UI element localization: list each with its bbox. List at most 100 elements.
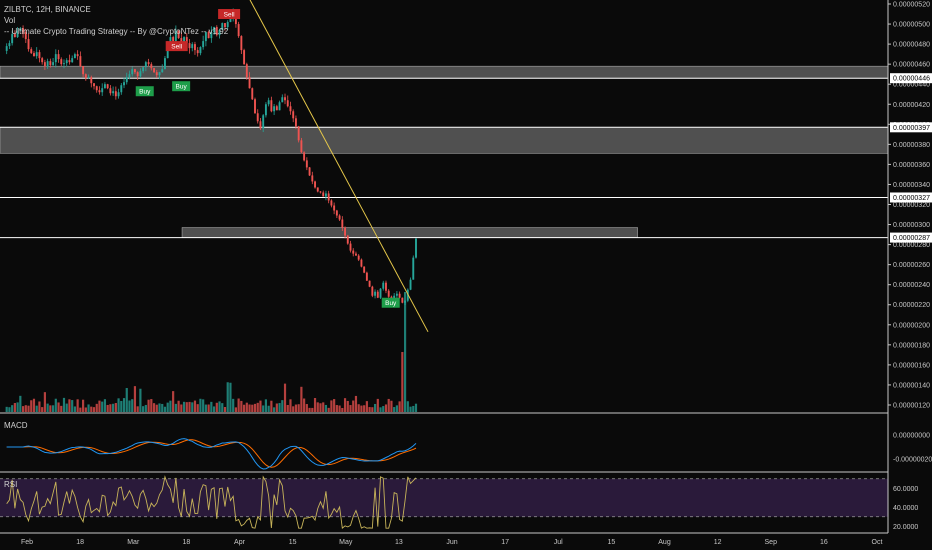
candle-body[interactable] bbox=[57, 54, 60, 60]
candle-body[interactable] bbox=[273, 106, 276, 112]
candle-body[interactable] bbox=[60, 59, 63, 65]
candle-body[interactable] bbox=[371, 286, 374, 296]
time-tick-label[interactable]: Apr bbox=[234, 539, 246, 546]
candle-body[interactable] bbox=[316, 187, 319, 192]
candle-body[interactable] bbox=[133, 69, 136, 73]
candle-body[interactable] bbox=[82, 66, 85, 75]
candle-body[interactable] bbox=[16, 31, 19, 38]
time-tick-label[interactable]: Feb bbox=[21, 539, 33, 546]
candle-body[interactable] bbox=[355, 253, 357, 256]
time-tick-label[interactable]: 15 bbox=[607, 539, 615, 546]
time-tick-label[interactable]: 16 bbox=[820, 539, 828, 546]
candle-body[interactable] bbox=[333, 205, 336, 211]
candle-body[interactable] bbox=[254, 99, 256, 114]
candle-body[interactable] bbox=[226, 22, 229, 28]
candle-body[interactable] bbox=[158, 72, 161, 76]
candle-body[interactable] bbox=[150, 64, 153, 69]
candle-body[interactable] bbox=[38, 52, 41, 59]
candle-body[interactable] bbox=[286, 100, 289, 107]
candle-body[interactable] bbox=[95, 86, 98, 91]
sell-signal-tag[interactable] bbox=[218, 9, 241, 20]
candle-body[interactable] bbox=[393, 295, 396, 300]
candle-body[interactable] bbox=[65, 60, 68, 64]
candle-body[interactable] bbox=[256, 113, 259, 122]
candle-body[interactable] bbox=[245, 64, 248, 78]
candle-body[interactable] bbox=[264, 104, 267, 116]
candle-body[interactable] bbox=[267, 100, 270, 105]
candle-body[interactable] bbox=[398, 293, 401, 298]
price-pane[interactable]: Buy Buy Sell Sell Buy bbox=[0, 0, 889, 534]
candle-body[interactable] bbox=[327, 193, 330, 201]
price-level-tag[interactable] bbox=[890, 192, 932, 203]
candle-body[interactable] bbox=[123, 82, 125, 86]
candle-body[interactable] bbox=[22, 28, 25, 33]
candle-body[interactable] bbox=[213, 27, 216, 33]
buy-signal-tag[interactable] bbox=[135, 86, 154, 97]
time-tick-label[interactable]: Mar bbox=[127, 539, 140, 546]
candle-body[interactable] bbox=[30, 49, 33, 54]
candle-body[interactable] bbox=[109, 88, 112, 94]
time-tick-label[interactable]: Jul bbox=[554, 539, 563, 546]
candle-body[interactable] bbox=[112, 91, 115, 94]
candle-body[interactable] bbox=[185, 37, 188, 44]
macd-label[interactable]: MACD bbox=[4, 421, 28, 430]
candle-body[interactable] bbox=[335, 210, 338, 216]
time-tick-label[interactable]: Jun bbox=[446, 539, 457, 546]
candle-body[interactable] bbox=[155, 72, 158, 76]
candle-body[interactable] bbox=[90, 77, 93, 84]
candle-body[interactable] bbox=[87, 77, 90, 79]
candle-body[interactable] bbox=[194, 44, 196, 51]
candle-body[interactable] bbox=[308, 167, 311, 176]
candle-body[interactable] bbox=[415, 238, 417, 258]
candle-body[interactable] bbox=[84, 74, 87, 79]
candle-body[interactable] bbox=[188, 43, 191, 49]
time-tick-label[interactable]: Oct bbox=[872, 539, 883, 546]
candle-body[interactable] bbox=[5, 46, 8, 51]
candle-body[interactable] bbox=[131, 69, 134, 75]
candle-body[interactable] bbox=[324, 193, 327, 197]
candle-body[interactable] bbox=[248, 77, 251, 89]
candle-body[interactable] bbox=[289, 106, 292, 112]
candle-body[interactable] bbox=[243, 50, 246, 65]
candle-body[interactable] bbox=[297, 126, 300, 141]
candle-body[interactable] bbox=[284, 97, 286, 101]
candle-body[interactable] bbox=[106, 84, 109, 89]
candle-body[interactable] bbox=[204, 32, 207, 42]
candle-body[interactable] bbox=[202, 41, 205, 48]
symbol-title[interactable]: ZILBTC, 12H, BINANCE bbox=[4, 5, 91, 14]
time-tick-label[interactable]: Aug bbox=[658, 539, 671, 546]
candle-body[interactable] bbox=[412, 257, 415, 280]
candle-body[interactable] bbox=[303, 152, 306, 161]
candle-body[interactable] bbox=[259, 121, 262, 129]
candle-body[interactable] bbox=[177, 31, 180, 39]
candle-body[interactable] bbox=[346, 235, 349, 244]
time-tick-label[interactable]: 12 bbox=[714, 539, 722, 546]
candle-body[interactable] bbox=[360, 259, 363, 267]
candle-body[interactable] bbox=[300, 140, 303, 153]
strategy-label[interactable]: -- Ultimate Crypto Trading Strategy -- B… bbox=[4, 27, 229, 36]
candle-body[interactable] bbox=[52, 62, 55, 66]
time-tick-label[interactable]: May bbox=[339, 539, 353, 546]
buy-signal-tag[interactable] bbox=[172, 81, 191, 92]
candle-body[interactable] bbox=[120, 85, 123, 93]
candle-body[interactable] bbox=[174, 31, 177, 42]
time-axis[interactable]: Feb 18 Mar 18 Apr 15 May 13 Jun 17 Jul 15 Aug 12 Sep 16… bbox=[21, 539, 883, 546]
candle-body[interactable] bbox=[11, 34, 14, 44]
candle-body[interactable] bbox=[49, 61, 52, 66]
candle-body[interactable] bbox=[229, 18, 232, 23]
candle-body[interactable] bbox=[166, 46, 169, 59]
candle-body[interactable] bbox=[382, 282, 385, 289]
candle-body[interactable] bbox=[330, 200, 333, 206]
candle-body[interactable] bbox=[33, 53, 35, 57]
candle-body[interactable] bbox=[406, 289, 409, 301]
price-level-tag[interactable] bbox=[890, 122, 932, 133]
time-tick-label[interactable]: 17 bbox=[501, 539, 509, 546]
candle-body[interactable] bbox=[215, 27, 218, 36]
candle-body[interactable] bbox=[224, 23, 226, 28]
candle-body[interactable] bbox=[237, 24, 240, 37]
trendline[interactable] bbox=[249, 0, 429, 333]
candle-body[interactable] bbox=[114, 91, 117, 97]
candle-body[interactable] bbox=[164, 58, 166, 70]
sell-signal-tag[interactable] bbox=[165, 41, 188, 52]
candle-body[interactable] bbox=[251, 88, 254, 100]
